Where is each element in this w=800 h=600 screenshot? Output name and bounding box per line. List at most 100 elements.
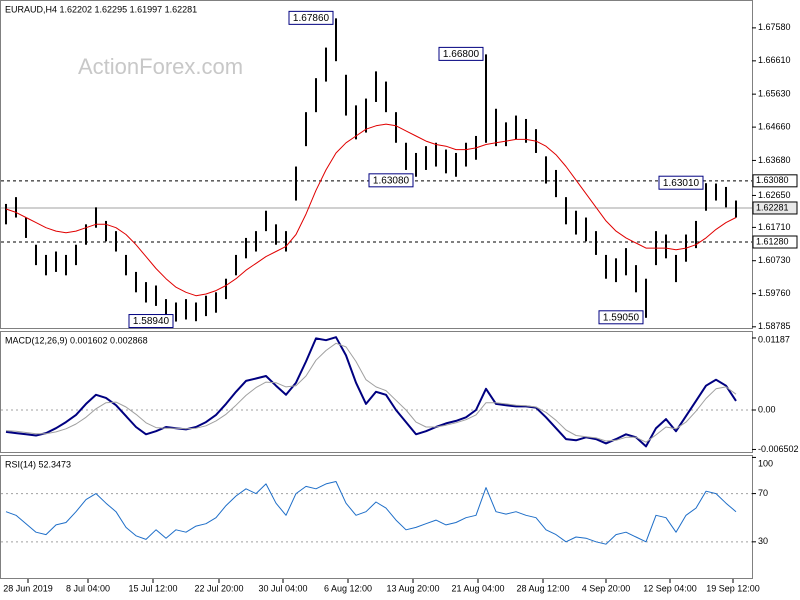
price-annotation-box xyxy=(658,175,704,190)
y-tick-label: -0.006502 xyxy=(758,444,799,454)
price-bar xyxy=(65,254,67,276)
y-tick-label: 1.67580 xyxy=(758,22,791,32)
price-bar xyxy=(275,224,277,245)
y-tick-label: 1.59760 xyxy=(758,288,791,298)
price-bar xyxy=(325,47,327,82)
price-panel-frame xyxy=(0,0,753,329)
price-bar xyxy=(545,156,547,184)
price-bar xyxy=(585,217,587,242)
price-bar xyxy=(105,220,107,242)
level-label: 1.62281 xyxy=(756,202,789,212)
price-bar xyxy=(575,210,577,235)
price-bar xyxy=(95,207,97,228)
level-label: 1.61280 xyxy=(756,236,789,246)
watermark: ActionForex.com xyxy=(78,54,243,79)
x-tick-label: 19 Sep 12:00 xyxy=(706,583,760,593)
price-bar xyxy=(185,299,187,320)
level-label-box xyxy=(752,201,798,215)
price-bar xyxy=(425,146,427,170)
price-bar xyxy=(15,197,17,218)
series-line xyxy=(5,481,737,545)
price-bar xyxy=(565,197,567,225)
series-line xyxy=(5,336,737,448)
price-bar xyxy=(645,278,647,318)
price-bar xyxy=(45,254,47,276)
price-bar xyxy=(385,81,387,113)
price-annotation: 1.58940 xyxy=(133,316,170,327)
price-bar xyxy=(675,254,677,283)
price-bar xyxy=(35,244,37,266)
price-bar xyxy=(135,271,137,293)
price-annotation-box xyxy=(598,310,644,325)
y-tick-label: 100 xyxy=(758,458,773,468)
y-tick-label: 1.64660 xyxy=(758,121,791,131)
y-tick-label: 70 xyxy=(758,488,768,498)
panel-frames xyxy=(0,0,753,579)
price-bar xyxy=(395,112,397,143)
price-bar xyxy=(305,112,307,147)
price-bar xyxy=(555,169,557,198)
price-annotation-box xyxy=(128,314,174,329)
price-bar xyxy=(315,78,317,113)
price-bar xyxy=(465,142,467,167)
x-tick-label: 12 Sep 04:00 xyxy=(643,583,697,593)
y-tick-label: 0.00 xyxy=(758,404,776,414)
series-line xyxy=(5,123,737,297)
panel-title: MACD(12,26,9) 0.001602 0.002868 xyxy=(5,335,148,345)
price-bar xyxy=(145,282,147,303)
price-bar xyxy=(715,183,717,201)
price-bar xyxy=(695,220,697,249)
price-annotation: 1.67860 xyxy=(293,13,330,24)
price-bar xyxy=(415,152,417,177)
price-bar xyxy=(635,265,637,293)
price-bar xyxy=(455,152,457,177)
price-annotation: 1.63080 xyxy=(373,175,410,186)
price-bar xyxy=(505,122,507,147)
y-tick-label: 0.01187 xyxy=(758,334,790,344)
price-bar xyxy=(165,299,167,320)
y-tick-label: 1.65630 xyxy=(758,89,791,99)
price-bar xyxy=(495,108,497,147)
y-tick-label: 1.58785 xyxy=(758,321,791,331)
y-tick-label: 1.66610 xyxy=(758,55,791,65)
price-annotation-box xyxy=(288,10,334,25)
price-bar xyxy=(365,98,367,133)
price-bar xyxy=(345,74,347,116)
level-label: 1.63080 xyxy=(756,175,789,185)
price-bar xyxy=(205,295,207,317)
price-bar xyxy=(485,54,487,143)
price-bar xyxy=(225,278,227,300)
price-bar xyxy=(735,200,737,218)
x-tick-label: 22 Jul 20:00 xyxy=(194,583,243,593)
x-tick-label: 13 Aug 20:00 xyxy=(386,583,439,593)
price-bar xyxy=(175,302,177,322)
panel-title: EURAUD,H4 1.62202 1.62295 1.61997 1.6228… xyxy=(5,4,197,14)
x-tick-label: 28 Aug 12:00 xyxy=(516,583,569,593)
price-bar xyxy=(515,115,517,140)
price-bar xyxy=(725,186,727,208)
price-bar xyxy=(445,149,447,174)
price-bar xyxy=(255,231,257,252)
price-bar xyxy=(55,251,57,272)
price-bar xyxy=(375,71,377,102)
y-tick-label: 1.63680 xyxy=(758,155,791,165)
price-bar xyxy=(125,254,127,276)
price-bar xyxy=(355,105,357,140)
x-tick-label: 28 Jun 2019 xyxy=(3,583,53,593)
price-bar xyxy=(615,258,617,283)
series-line xyxy=(5,342,737,443)
y-tick-label: 1.61710 xyxy=(758,222,791,232)
price-bar xyxy=(705,183,707,211)
price-annotation-box xyxy=(368,173,414,188)
y-tick-label: 1.62650 xyxy=(758,190,791,200)
price-annotation: 1.59050 xyxy=(603,312,640,323)
y-tick-label: 1.60730 xyxy=(758,255,791,265)
price-bar xyxy=(25,217,27,238)
price-bar xyxy=(245,237,247,259)
price-bar xyxy=(625,248,627,276)
x-tick-label: 6 Aug 12:00 xyxy=(324,583,372,593)
price-bar xyxy=(285,231,287,252)
price-bar xyxy=(665,234,667,259)
x-tick-label: 30 Jul 04:00 xyxy=(258,583,307,593)
